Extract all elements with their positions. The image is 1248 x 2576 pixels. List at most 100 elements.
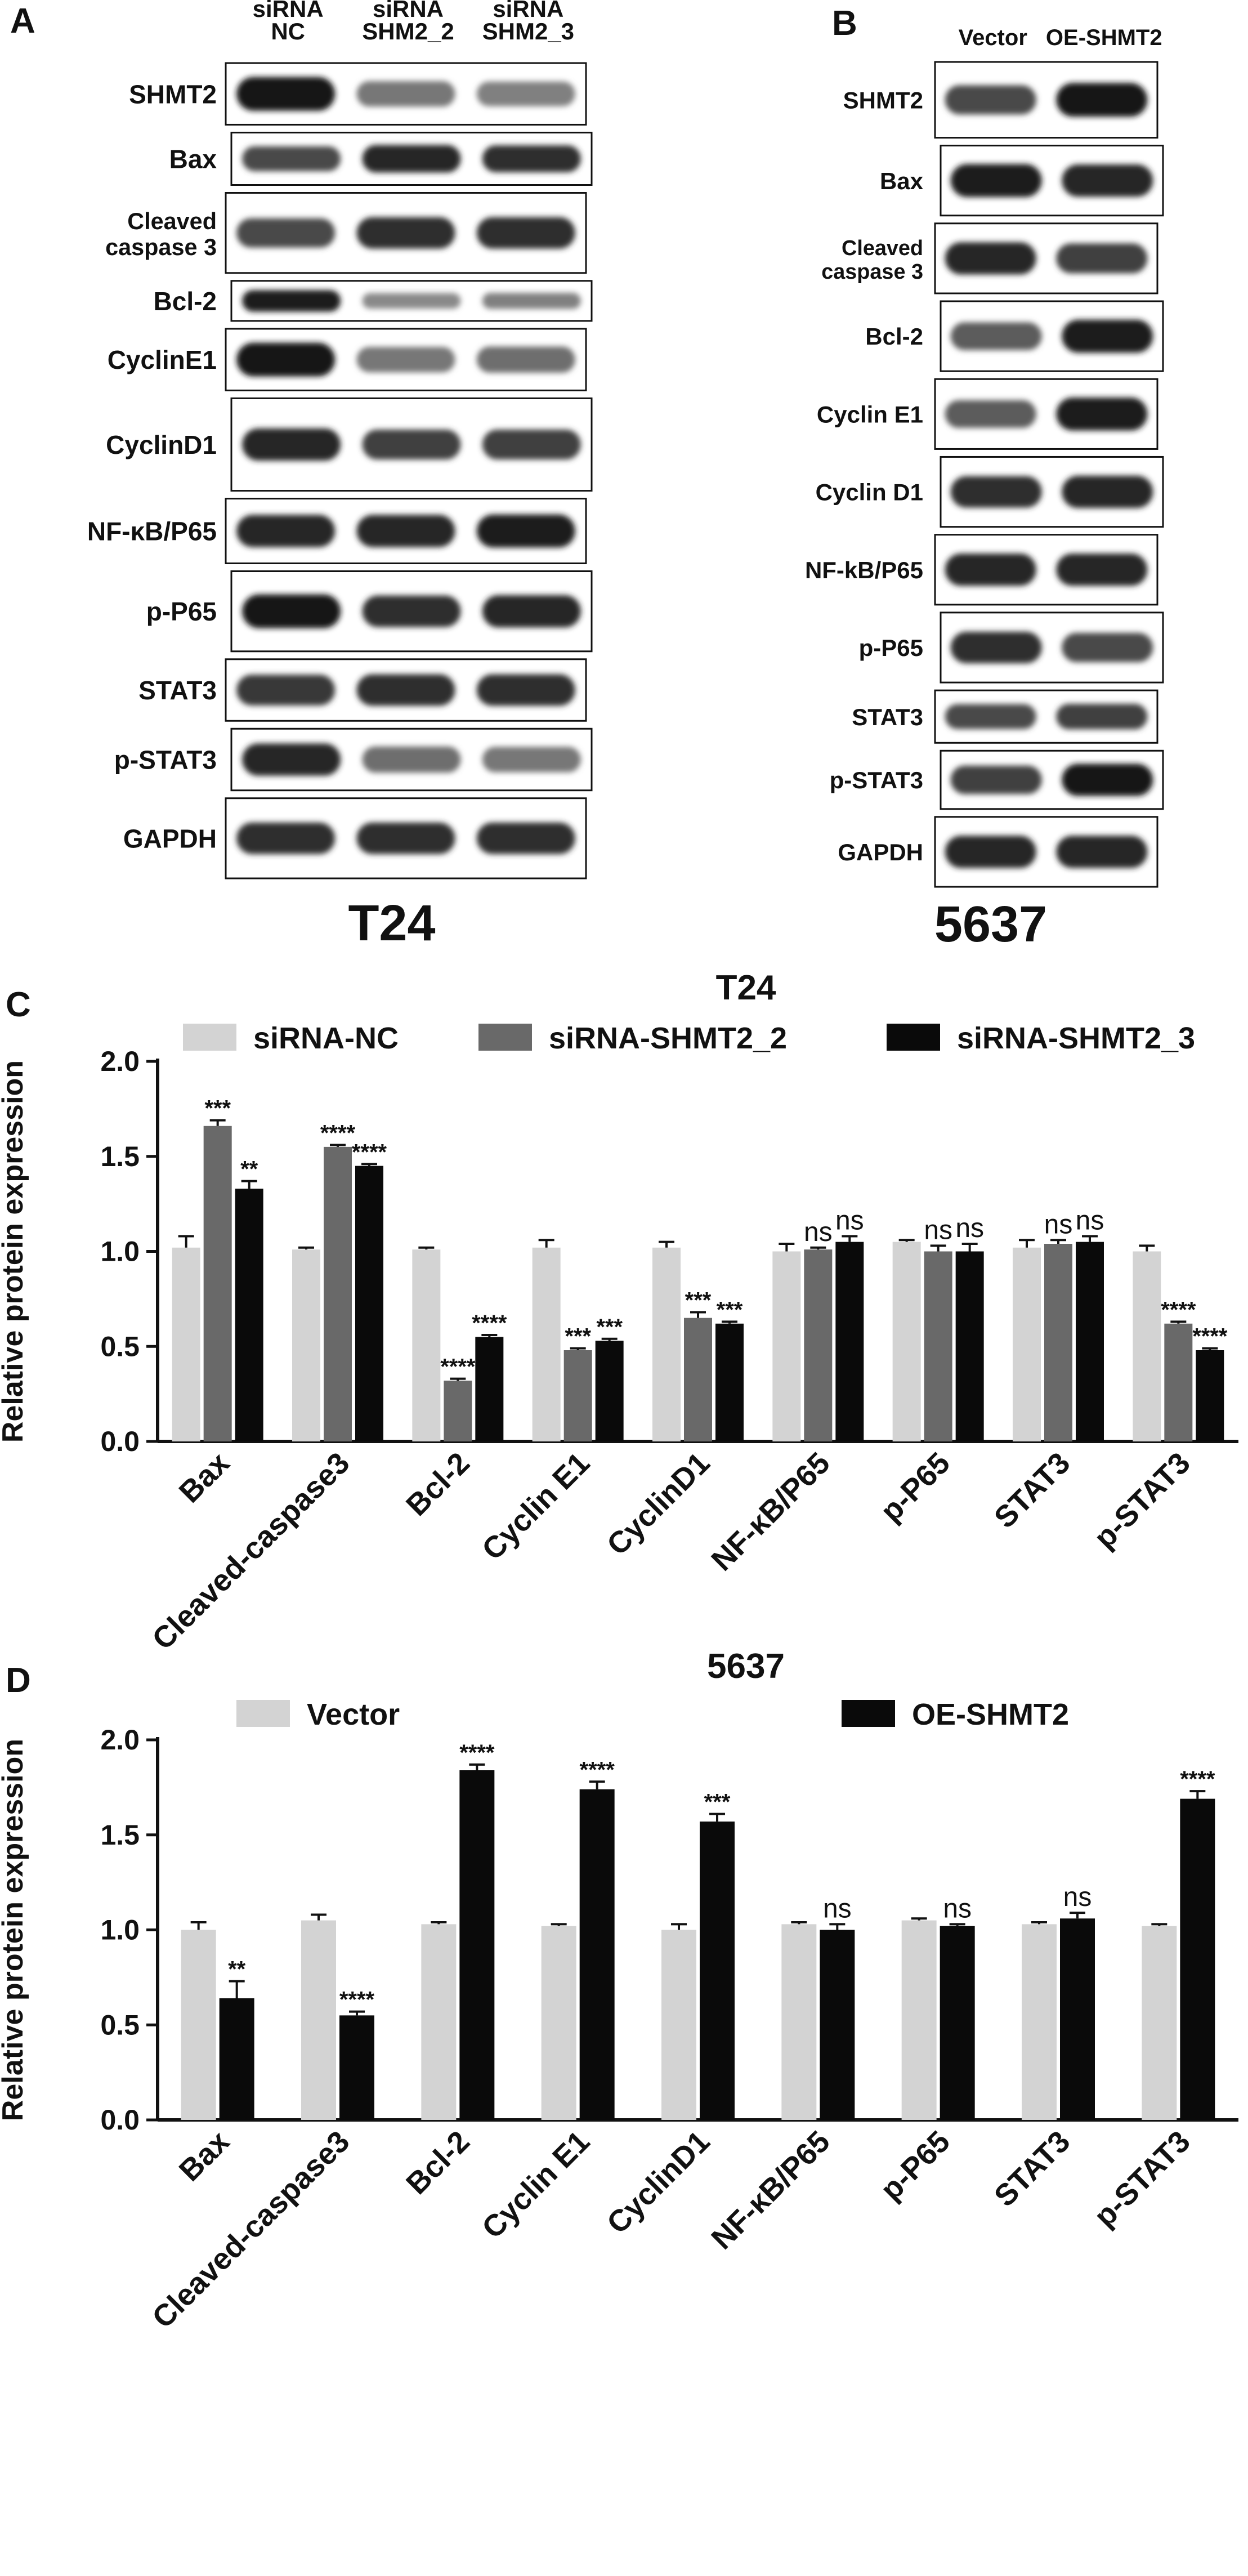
- lane-label: SHM2_2: [362, 18, 454, 44]
- bar: [532, 1247, 561, 1441]
- lane-label: siRNA: [253, 0, 324, 22]
- chart-d: 5637 Vector OE-SHMT2 0.0 0.5 1.0 1.5 2.0 Relativ…: [0, 1647, 1238, 2335]
- bar: [219, 1998, 254, 2120]
- significance-label: ****: [352, 1140, 387, 1164]
- chart-c: T24 siRNA-NC siRNA-SHMT2_2 siRNA-SHMT2_3 0.0…: [0, 968, 1238, 1657]
- blot-label: NF-kB/P65: [805, 557, 923, 583]
- bar: [203, 1126, 232, 1441]
- protein-band: [1056, 553, 1148, 586]
- bar: [835, 1242, 864, 1441]
- protein-band: [1062, 764, 1153, 796]
- significance-label: ***: [717, 1297, 743, 1322]
- protein-band: [236, 675, 336, 706]
- blot-label: STAT3: [852, 704, 923, 730]
- protein-band: [1062, 633, 1153, 662]
- bar: [1060, 1918, 1095, 2120]
- protein-band: [1056, 703, 1148, 730]
- significance-label: ****: [1161, 1297, 1196, 1322]
- x-tick-label: NF-κB/P65: [705, 1446, 836, 1577]
- bar: [1133, 1251, 1161, 1441]
- y-tick-label: 0.0: [100, 2104, 140, 2136]
- blot-label: Cleaved: [127, 208, 217, 234]
- protein-band: [945, 400, 1036, 428]
- protein-band: [1062, 319, 1153, 353]
- legend-label: Vector: [307, 1698, 400, 1731]
- bar: [339, 2015, 374, 2120]
- panel-c-letter: C: [6, 985, 31, 1024]
- protein-band: [482, 747, 581, 773]
- protein-band: [945, 242, 1036, 275]
- x-tick-label: CyclinD1: [601, 2124, 717, 2240]
- bar: [475, 1337, 504, 1441]
- protein-band: [1056, 243, 1148, 274]
- protein-band: [1056, 836, 1148, 868]
- bar: [459, 1770, 495, 2120]
- bar: [292, 1249, 320, 1441]
- y-tick-label: 0.5: [100, 2009, 140, 2041]
- protein-band: [236, 77, 336, 111]
- significance-label: **: [228, 1957, 246, 1982]
- protein-band: [236, 515, 336, 547]
- y-tick-label: 2.0: [100, 1724, 140, 1756]
- protein-band: [362, 145, 461, 173]
- protein-band: [356, 347, 455, 373]
- protein-band: [1062, 164, 1153, 197]
- protein-band: [482, 595, 581, 628]
- bar: [940, 1926, 975, 2120]
- significance-label: ***: [596, 1315, 623, 1340]
- bar: [781, 1924, 817, 2120]
- significance-label: ****: [440, 1355, 476, 1379]
- legend-swatch: [478, 1024, 532, 1051]
- lane-label: NC: [271, 18, 305, 44]
- bar: [444, 1381, 472, 1441]
- protein-band: [362, 595, 461, 627]
- bar: [820, 1930, 855, 2120]
- x-tick-label: STAT3: [988, 2124, 1077, 2213]
- blot-label: Bax: [169, 145, 217, 174]
- x-tick-label: p-P65: [874, 1446, 956, 1528]
- bar: [772, 1251, 801, 1441]
- y-axis-label: Relative protein expression: [0, 1060, 29, 1443]
- protein-band: [242, 594, 341, 628]
- lane-label: Vector: [959, 25, 1027, 50]
- blot-label: STAT3: [138, 676, 217, 705]
- protein-band: [356, 822, 455, 854]
- blot-label: NF-κB/P65: [87, 517, 217, 546]
- bar: [924, 1251, 952, 1441]
- significance-label: ****: [1180, 1767, 1215, 1792]
- significance-label: ****: [580, 1757, 615, 1782]
- protein-band: [950, 765, 1042, 794]
- y-tick-label: 1.0: [100, 1914, 140, 1946]
- protein-band: [945, 85, 1036, 115]
- protein-band: [356, 674, 455, 706]
- protein-band: [950, 476, 1042, 508]
- significance-label: ns: [1076, 1206, 1104, 1236]
- blot-label: p-STAT3: [114, 745, 217, 775]
- legend-swatch: [183, 1024, 236, 1051]
- bar: [172, 1247, 200, 1441]
- bar: [804, 1249, 833, 1441]
- x-tick-label: Cyclin E1: [476, 2124, 596, 2245]
- bar: [1180, 1798, 1215, 2120]
- significance-label: ns: [1063, 1882, 1092, 1912]
- x-tick-label: Bcl-2: [400, 2124, 476, 2201]
- bar: [355, 1166, 383, 1441]
- legend-label: siRNA-NC: [253, 1021, 399, 1055]
- y-tick-label: 2.0: [100, 1046, 140, 1077]
- legend-swatch: [887, 1024, 940, 1051]
- significance-label: ns: [924, 1215, 952, 1245]
- blot-label: SHMT2: [129, 79, 217, 109]
- bar: [955, 1251, 984, 1441]
- bar: [235, 1189, 263, 1441]
- legend-label: OE-SHMT2: [912, 1698, 1069, 1731]
- legend-label: siRNA-SHMT2_3: [957, 1021, 1195, 1055]
- protein-band: [236, 342, 336, 377]
- blot-label: caspase 3: [821, 260, 923, 284]
- blot-label: Cleaved: [842, 236, 923, 260]
- protein-band: [1056, 398, 1148, 431]
- protein-band: [356, 81, 455, 107]
- protein-band: [362, 429, 461, 460]
- lane-label: SHM2_3: [482, 18, 574, 44]
